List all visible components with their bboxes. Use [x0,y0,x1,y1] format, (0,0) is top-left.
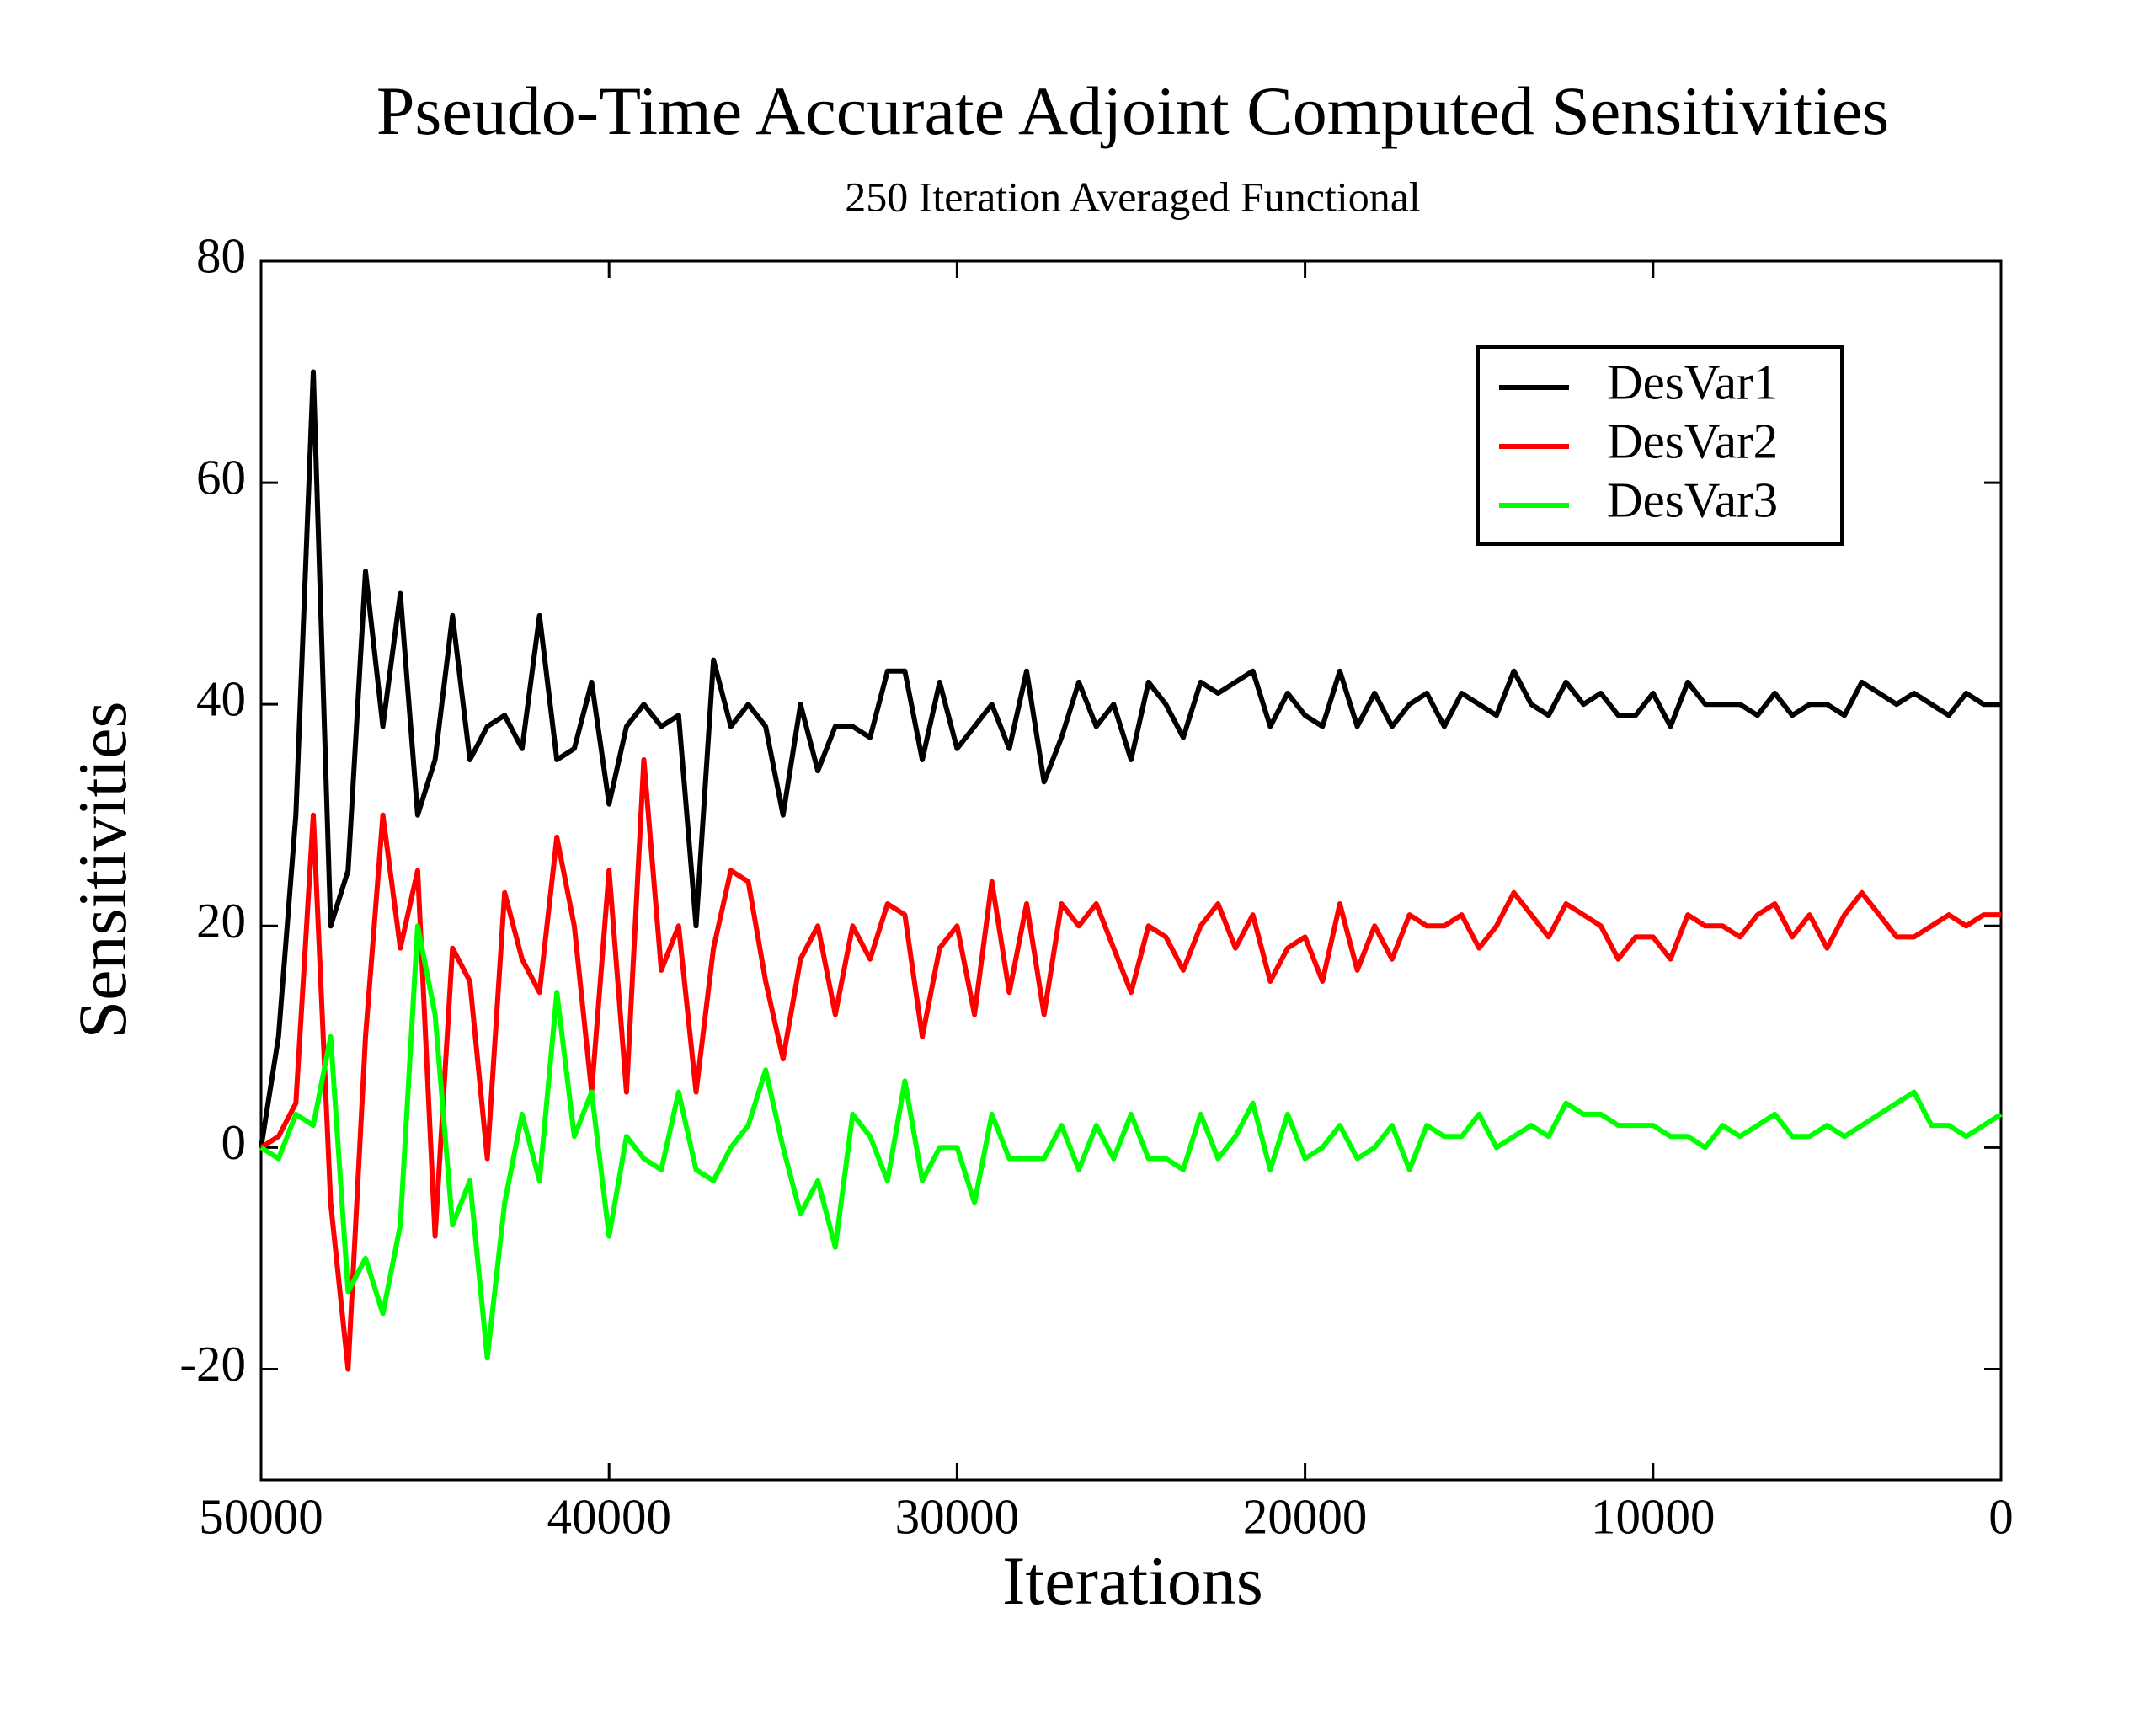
plot-frame [259,259,2003,1482]
x-tick-label: 20000 [1243,1489,1368,1545]
chart-title: Pseudo-Time Accurate Adjoint Computed Se… [376,72,1889,149]
legend-label: DesVar3 [1607,473,1778,528]
y-tick-label: 20 [196,893,246,948]
y-tick-label: -20 [179,1336,246,1391]
x-tick-label: 30000 [895,1489,1020,1545]
series-line [259,757,2001,1372]
chart-subtitle: 250 Iteration Averaged Functional [845,173,1421,220]
series-line [259,369,2001,1148]
y-axis-label: Sensitivities [64,702,141,1039]
y-tick-label: 0 [221,1114,247,1170]
legend-box [1476,345,1844,546]
x-tick-label: 50000 [199,1489,323,1545]
y-tick-label: 80 [196,228,246,284]
legend-label: DesVar2 [1607,414,1778,469]
y-tick-label: 40 [196,671,246,727]
x-tick-label: 0 [1988,1489,2014,1545]
y-tick-label: 60 [196,450,246,505]
series-line [259,923,2003,1361]
x-tick-label: 40000 [547,1489,671,1545]
legend-label: DesVar1 [1607,355,1778,410]
x-tick-label: 10000 [1591,1489,1716,1545]
x-axis-label: Iterations [1002,1542,1263,1619]
